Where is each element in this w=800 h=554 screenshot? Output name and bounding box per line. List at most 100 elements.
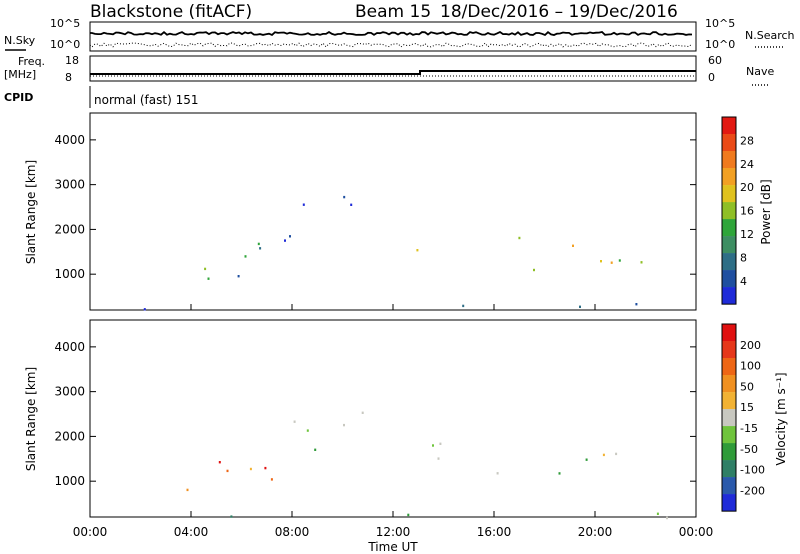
velocity-cell — [226, 469, 229, 473]
velocity-colorbar-tick: -100 — [740, 464, 765, 477]
power-ylabel: Slant Range [km] — [24, 160, 38, 264]
power-colorbar-tick: 12 — [740, 228, 754, 241]
power-cell — [302, 203, 305, 206]
x-axis-label: Time UT — [367, 540, 418, 554]
velocity-cell — [656, 512, 659, 515]
x-axis-ticks: 00:00 04:00 08:00 12:00 16:00 20:00 00:00 — [73, 304, 713, 539]
nave-tick-low: 0 — [708, 71, 715, 84]
velocity-colorbar-segment — [722, 477, 736, 495]
nsearch-label: N.Search — [745, 29, 795, 42]
velocity-colorbar-tick: 15 — [740, 401, 754, 414]
power-colorbar-tick: 8 — [740, 251, 747, 264]
power-cell — [533, 268, 535, 272]
station-title: Blackstone (fitACF) — [90, 2, 252, 22]
nsearch-trace — [89, 42, 693, 48]
power-cell — [259, 247, 262, 250]
velocity-colorbar-segment — [722, 341, 736, 359]
velocity-colorbar: 200 100 50 15 -15 -50 -100 -200 — [721, 323, 765, 512]
velocity-cell — [585, 458, 588, 461]
velocity-cell — [361, 411, 364, 414]
freq-traces — [90, 70, 696, 77]
power-ytick-label: 3000 — [54, 178, 85, 192]
noise-tick-high-right: 10^5 — [705, 17, 735, 30]
cpid-label: CPID — [4, 91, 33, 104]
power-colorbar-tick: 24 — [740, 158, 754, 171]
velocity-cell — [314, 448, 317, 451]
velocity-cell — [343, 423, 345, 427]
velocity-panel-frame — [89, 319, 697, 518]
power-colorbar-segment — [722, 185, 736, 203]
velocity-cell — [270, 478, 273, 481]
power-yticks: 4000 3000 2000 1000 — [54, 133, 696, 281]
power-colorbar-tick: 16 — [740, 205, 754, 218]
velocity-cell — [666, 516, 668, 520]
noise-tick-low-right: 10^0 — [705, 38, 735, 51]
velocity-cell — [602, 453, 605, 457]
power-colorbar-segment — [722, 134, 736, 152]
velocity-yticks: 4000 3000 2000 1000 — [54, 340, 696, 488]
velocity-ytick-label: 3000 — [54, 385, 85, 399]
power-cell — [244, 255, 247, 258]
x-tick-label: 12:00 — [376, 525, 411, 539]
power-colorbar-segment — [722, 202, 736, 220]
nsky-trace — [90, 30, 693, 37]
velocity-cell — [496, 472, 499, 475]
power-colorbar: 28 24 20 16 12 8 4 — [721, 116, 754, 305]
velocity-colorbar-segment — [722, 409, 736, 427]
velocity-ytick-label: 4000 — [54, 340, 85, 354]
x-tick-label: 04:00 — [174, 525, 209, 539]
noise-tick-low-left: 10^0 — [50, 38, 80, 51]
power-colorbar-frame — [721, 116, 737, 305]
velocity-cell — [218, 461, 221, 464]
power-colorbar-segment — [722, 236, 736, 254]
power-cell — [518, 236, 521, 240]
noise-traces — [89, 30, 693, 48]
velocity-cell — [186, 488, 189, 492]
x-tick-label: 00:00 — [73, 525, 108, 539]
power-cell — [350, 203, 353, 206]
x-tick-label: 16:00 — [477, 525, 512, 539]
velocity-colorbar-segment — [722, 443, 736, 461]
nave-tick-high: 60 — [708, 54, 722, 67]
velocity-cell — [437, 457, 440, 460]
velocity-cell — [306, 429, 309, 432]
power-ytick-label: 4000 — [54, 133, 85, 147]
power-cell — [635, 303, 638, 306]
velocity-colorbar-segment — [722, 358, 736, 376]
velocity-colorbar-tick: 200 — [740, 339, 761, 352]
velocity-data — [186, 411, 668, 520]
power-cell — [610, 261, 613, 264]
power-cell — [579, 305, 581, 308]
velocity-cell — [249, 467, 252, 471]
power-cell — [462, 304, 465, 308]
x-tick-label: 08:00 — [275, 525, 310, 539]
freq-tick-high: 18 — [65, 54, 79, 67]
power-cell — [257, 242, 260, 246]
nsky-label: N.Sky — [4, 34, 36, 47]
beam-label: Beam 15 — [355, 2, 431, 22]
velocity-colorbar-tick: 100 — [740, 360, 761, 373]
power-cell — [237, 275, 240, 278]
x-tick-label: 20:00 — [578, 525, 613, 539]
velocity-colorbar-frame — [721, 323, 737, 512]
power-cell — [640, 261, 643, 264]
velocity-ytick-label: 2000 — [54, 429, 85, 443]
freq-tick-low: 8 — [65, 71, 72, 84]
velocity-ylabel: Slant Range [km] — [24, 367, 38, 471]
velocity-colorbar-segment — [722, 494, 736, 512]
power-cell — [207, 277, 210, 280]
velocity-ytick-label: 1000 — [54, 474, 85, 488]
power-cell — [204, 267, 207, 271]
power-colorbar-segment — [722, 270, 736, 288]
velocity-colorbar-segment — [722, 324, 736, 342]
date-range: 18/Dec/2016 – 19/Dec/2016 — [440, 2, 678, 22]
velocity-cell — [615, 452, 618, 456]
freq-unit: [MHz] — [4, 68, 36, 81]
velocity-colorbar-tick: -50 — [740, 443, 758, 456]
velocity-colorbar-segment — [722, 375, 736, 393]
velocity-colorbar-tick: -15 — [740, 422, 758, 435]
power-cell — [600, 260, 602, 263]
power-cell — [343, 195, 346, 199]
power-colorbar-segment — [722, 287, 736, 305]
